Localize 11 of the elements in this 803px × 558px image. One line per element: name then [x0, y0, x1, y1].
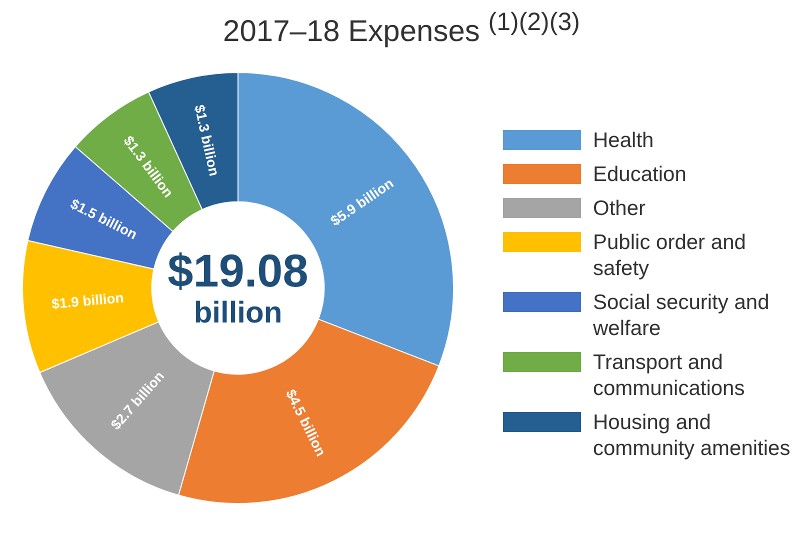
legend-label: Social security and welfare [593, 290, 770, 342]
legend-label: Transport and communications [593, 350, 746, 402]
legend-label: Other [593, 196, 647, 222]
text: $19.08 billion [168, 244, 308, 330]
legend-label: Education [593, 162, 688, 188]
data-label: $1.9 billion [50, 289, 124, 312]
legend-label: Public order and safety [593, 230, 747, 282]
legend-label: Housing and community amenities [593, 410, 792, 462]
chart-title: 2017–18 Expenses $^{(1)(2)(3)}$ [222, 8, 581, 50]
legend-label: Health [593, 128, 655, 154]
data-label: $1.3 billion [192, 103, 223, 178]
